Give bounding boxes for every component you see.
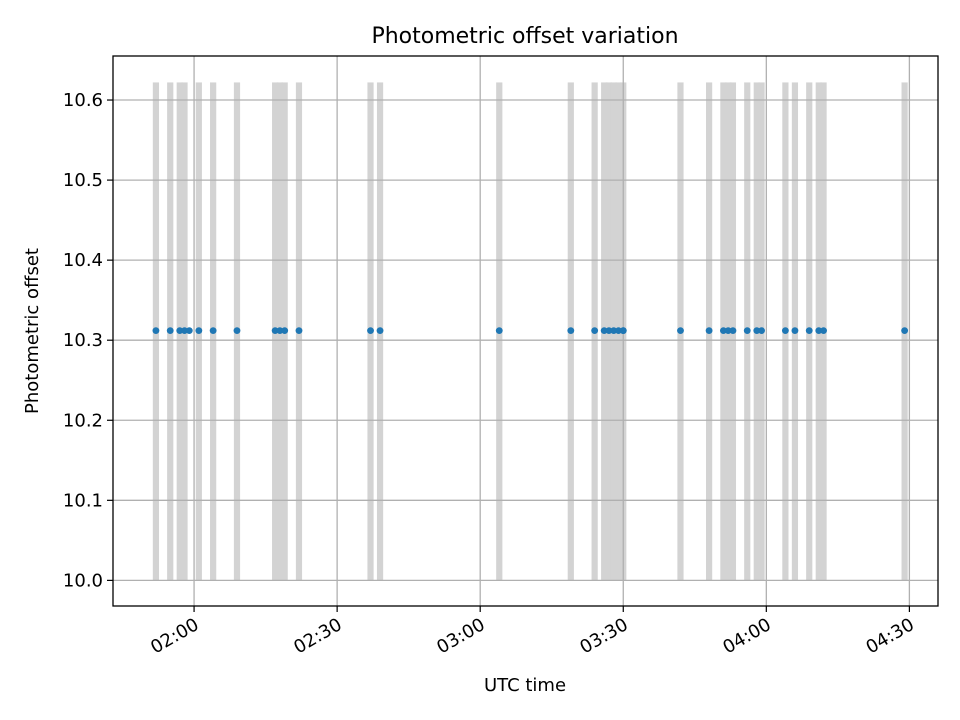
- data-point: [743, 327, 751, 334]
- data-point: [591, 327, 599, 334]
- y-tick-label: 10.0: [63, 570, 103, 591]
- data-point: [376, 327, 384, 334]
- data-point: [185, 327, 193, 334]
- y-tick-label: 10.5: [63, 170, 103, 191]
- data-point: [610, 327, 618, 334]
- y-tick-label: 10.4: [63, 250, 103, 271]
- data-point: [705, 327, 713, 334]
- data-point: [758, 327, 765, 334]
- y-tick-label: 10.1: [63, 490, 103, 511]
- data-point: [615, 327, 622, 334]
- data-point: [753, 327, 761, 334]
- chart-title: Photometric offset variation: [371, 24, 678, 49]
- data-point: [901, 327, 909, 334]
- data-point: [815, 327, 823, 334]
- data-point: [600, 327, 608, 334]
- data-point: [276, 327, 284, 334]
- data-point: [181, 327, 188, 334]
- x-axis-label: UTC time: [484, 675, 566, 696]
- data-point: [805, 327, 813, 334]
- data-point: [495, 327, 503, 334]
- data-point: [820, 327, 827, 334]
- data-point: [567, 327, 575, 334]
- data-point: [176, 327, 184, 334]
- y-tick-label: 10.2: [63, 410, 103, 431]
- data-point: [166, 327, 174, 334]
- y-tick-label: 10.3: [63, 330, 103, 351]
- data-point: [619, 327, 627, 334]
- points-layer: [152, 327, 909, 334]
- data-point: [195, 327, 203, 334]
- data-point: [720, 327, 727, 334]
- data-point: [209, 327, 217, 334]
- data-point: [271, 327, 279, 334]
- data-point: [295, 327, 303, 334]
- data-point: [729, 327, 737, 334]
- data-point: [367, 327, 374, 334]
- data-point: [281, 327, 289, 334]
- data-point: [781, 327, 789, 334]
- data-point: [233, 327, 241, 334]
- data-point: [152, 327, 160, 334]
- y-tick-label: 10.6: [63, 90, 103, 111]
- plot-frame: [112, 55, 939, 607]
- data-point: [724, 327, 732, 334]
- data-point: [677, 327, 684, 334]
- y-axis-label: Photometric offset: [22, 248, 43, 414]
- data-point: [791, 327, 799, 334]
- data-point: [605, 327, 613, 334]
